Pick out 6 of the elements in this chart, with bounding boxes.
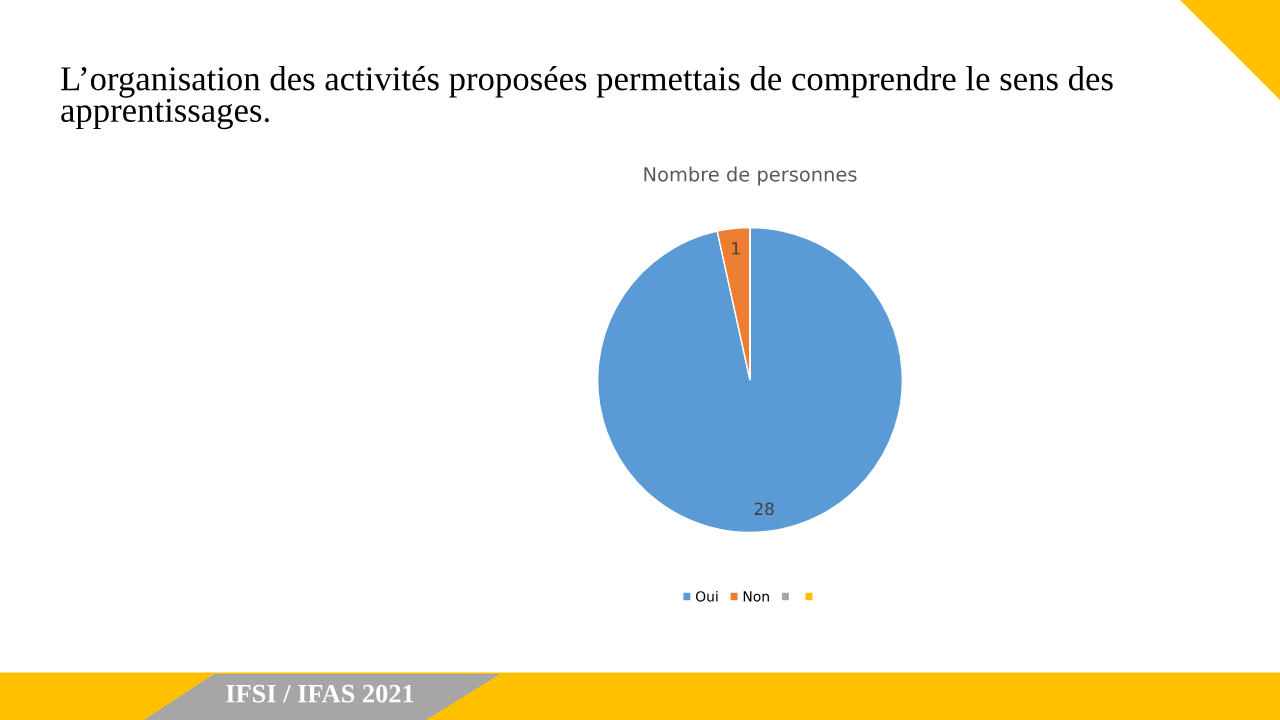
text: IFSI / IFAS 2021 (226, 684, 414, 703)
chart-title: L’organisation des activités proposées permettais de comprendre le sens des apprentissages. (61, 66, 1113, 130)
data-label: 28 (754, 502, 774, 516)
chart-subtitle: Nombre de personnes (644, 166, 857, 186)
data-label: 1 (732, 242, 740, 255)
pie-slice (596, 226, 904, 534)
